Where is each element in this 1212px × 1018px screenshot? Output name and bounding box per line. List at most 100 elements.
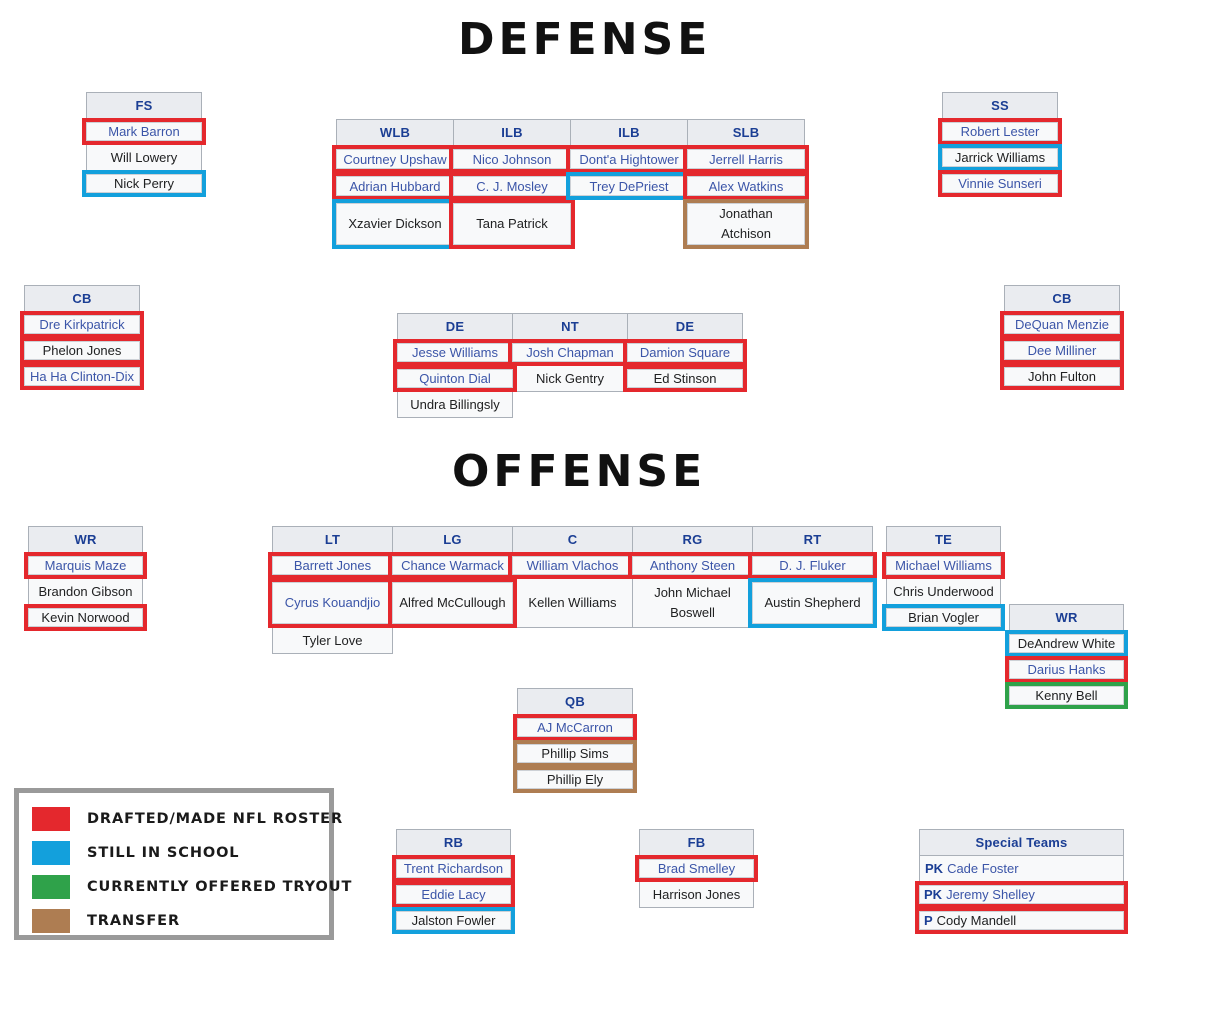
legend-row: TRANSFER bbox=[32, 904, 329, 938]
legend-label: TRANSFER bbox=[87, 913, 181, 929]
table-quarterback: QB AJ McCarron Phillip Sims Phillip Ely bbox=[513, 688, 637, 793]
player-link[interactable]: DeQuan Menzie bbox=[1015, 317, 1109, 332]
player-name: Will Lowery bbox=[110, 150, 178, 165]
player-link[interactable]: Dont'a Hightower bbox=[579, 151, 679, 167]
player-link[interactable]: Adrian Hubbard bbox=[349, 178, 441, 194]
position-prefix: PK bbox=[924, 887, 943, 902]
legend-swatch-transfer bbox=[32, 909, 70, 933]
player-link[interactable]: Dre Kirkpatrick bbox=[39, 317, 125, 332]
player-link[interactable]: Ha Ha Clinton-Dix bbox=[29, 369, 135, 384]
player-name: John Michael Boswell bbox=[654, 584, 731, 620]
player-cell: Michael Williams bbox=[882, 552, 1005, 579]
player-link[interactable]: Vinnie Sunseri bbox=[958, 176, 1042, 191]
player-name: Brian Vogler bbox=[908, 610, 979, 625]
player-link[interactable]: Dee Milliner bbox=[1027, 343, 1097, 358]
player-link[interactable]: Brad Smelley bbox=[657, 861, 736, 876]
player-name: Harrison Jones bbox=[652, 887, 741, 902]
player-cell: William Vlachos bbox=[508, 552, 637, 579]
player-cell: Chris Underwood bbox=[886, 578, 1001, 605]
player-link[interactable]: Darius Hanks bbox=[1027, 662, 1106, 677]
legend-row: CURRENTLY OFFERED TRYOUT bbox=[32, 870, 351, 904]
player-name: Nick Gentry bbox=[536, 371, 604, 386]
player-link[interactable]: Cyrus Kouandjio bbox=[284, 594, 381, 610]
player-link[interactable]: Michael Williams bbox=[895, 558, 992, 573]
position-prefix: P bbox=[924, 913, 933, 928]
defense-section-title: DEFENSE bbox=[458, 14, 712, 65]
player-link[interactable]: Alex Watkins bbox=[708, 178, 784, 194]
position-header-lt: LT bbox=[272, 526, 393, 553]
player-link[interactable]: Mark Barron bbox=[108, 124, 180, 139]
position-header-fb: FB bbox=[639, 829, 754, 856]
player-cell: Marquis Maze bbox=[24, 552, 147, 579]
player-cell: Dee Milliner bbox=[1000, 337, 1124, 364]
position-header-cb: CB bbox=[1004, 285, 1120, 312]
table-offensive-line: LT LG C RG RT Barrett Jones Cyrus Kouandjio Tyl… bbox=[268, 526, 877, 654]
player-cell: Jarrick Williams bbox=[938, 144, 1062, 171]
position-header-ilb: ILB bbox=[453, 119, 571, 146]
table-cornerback-right: CB DeQuan Menzie Dee Milliner John Fulton bbox=[1000, 285, 1124, 390]
player-link[interactable]: Trent Richardson bbox=[403, 861, 504, 876]
player-cell: Vinnie Sunseri bbox=[938, 170, 1062, 197]
player-cell: Trent Richardson bbox=[392, 855, 515, 882]
player-link[interactable]: Anthony Steen bbox=[649, 558, 736, 573]
player-cell: Undra Billingsly bbox=[397, 391, 513, 418]
player-link[interactable]: Jeremy Shelley bbox=[946, 887, 1035, 902]
position-header-fs: FS bbox=[86, 92, 202, 119]
player-name: Phillip Sims bbox=[541, 746, 609, 761]
player-cell: Phelon Jones bbox=[20, 337, 144, 364]
player-cell: Austin Shepherd bbox=[748, 578, 877, 628]
table-wide-receiver-left: WR Marquis Maze Brandon Gibson Kevin Norwoo… bbox=[24, 526, 147, 631]
player-cell: Kellen Williams bbox=[512, 578, 633, 628]
player-link[interactable]: Chance Warmack bbox=[401, 558, 504, 573]
player-name: Phillip Ely bbox=[546, 772, 604, 787]
player-cell: Dont'a Hightower bbox=[566, 145, 692, 173]
player-link[interactable]: Jerrell Harris bbox=[709, 151, 783, 167]
player-link[interactable]: C. J. Mosley bbox=[476, 178, 548, 194]
player-cell: Jonathan Atchison bbox=[683, 199, 809, 249]
player-link[interactable]: D. J. Fluker bbox=[779, 558, 846, 573]
legend-swatch-school bbox=[32, 841, 70, 865]
player-name: Phelon Jones bbox=[42, 343, 122, 358]
player-cell: John Michael Boswell bbox=[632, 578, 753, 628]
legend-swatch-tryout bbox=[32, 875, 70, 899]
player-link[interactable]: Nico Johnson bbox=[472, 151, 552, 167]
player-link[interactable]: Trey DePriest bbox=[589, 178, 669, 194]
player-link[interactable]: Eddie Lacy bbox=[421, 887, 486, 902]
table-wide-receiver-right: WR DeAndrew White Darius Hanks Kenny Bell bbox=[1005, 604, 1128, 709]
player-cell: D. J. Fluker bbox=[748, 552, 877, 579]
position-header-de: DE bbox=[627, 313, 743, 340]
position-header-c: C bbox=[512, 526, 633, 553]
player-cell: C. J. Mosley bbox=[449, 172, 575, 200]
table-tight-end: TE Michael Williams Chris Underwood Brian V… bbox=[882, 526, 1005, 631]
player-link[interactable]: Robert Lester bbox=[960, 124, 1040, 139]
position-header-ss: SS bbox=[942, 92, 1058, 119]
player-link[interactable]: Damion Square bbox=[639, 345, 731, 360]
player-link[interactable]: Josh Chapman bbox=[526, 345, 614, 360]
player-link[interactable]: Jesse Williams bbox=[412, 345, 498, 360]
table-linebackers: WLB ILB ILB SLB Courtney Upshaw Adrian Hubbar… bbox=[332, 119, 809, 249]
player-cell: Brandon Gibson bbox=[28, 578, 143, 605]
player-cell: AJ McCarron bbox=[513, 714, 637, 741]
player-cell: Mark Barron bbox=[82, 118, 206, 145]
player-name: Chris Underwood bbox=[893, 584, 994, 599]
player-cell: Brian Vogler bbox=[882, 604, 1005, 631]
table-special-teams: Special Teams PK Cade Foster PK Jeremy Shell… bbox=[915, 829, 1128, 934]
player-cell: Alfred McCullough bbox=[388, 578, 517, 628]
player-link[interactable]: AJ McCarron bbox=[537, 720, 613, 735]
table-strong-safety: SS Robert Lester Jarrick Williams Vinnie Su… bbox=[938, 92, 1062, 197]
player-cell: Tyler Love bbox=[272, 627, 393, 654]
player-cell: Will Lowery bbox=[86, 144, 202, 171]
player-link[interactable]: William Vlachos bbox=[526, 558, 619, 573]
player-cell: Phillip Sims bbox=[513, 740, 637, 767]
player-link[interactable]: Barrett Jones bbox=[293, 558, 372, 573]
position-header-rb: RB bbox=[396, 829, 511, 856]
player-link[interactable]: Courtney Upshaw bbox=[343, 151, 447, 167]
player-link[interactable]: Cade Foster bbox=[947, 861, 1019, 876]
player-name: Tyler Love bbox=[302, 633, 363, 648]
player-cell: Darius Hanks bbox=[1005, 656, 1128, 683]
player-link[interactable]: Quinton Dial bbox=[419, 371, 491, 386]
legend: DRAFTED/MADE NFL ROSTER STILL IN SCHOOL CU… bbox=[14, 788, 351, 940]
position-header-lg: LG bbox=[392, 526, 513, 553]
player-link[interactable]: Marquis Maze bbox=[44, 558, 127, 573]
